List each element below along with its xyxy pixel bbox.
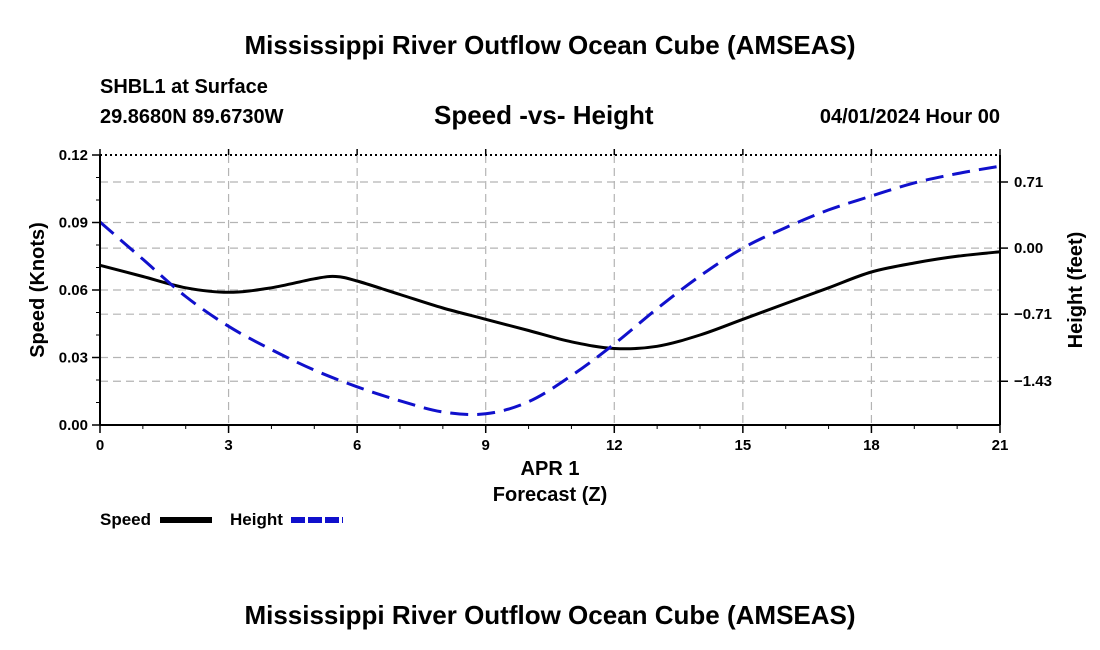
x-tick-label: 12 [606,437,623,454]
x-tick-label: 3 [224,437,232,454]
y-tick-label: 0.12 [59,147,88,164]
footer-title: Mississippi River Outflow Ocean Cube (AM… [244,600,856,630]
y-axis-title: Speed (Knots) [27,222,49,358]
main-title: Mississippi River Outflow Ocean Cube (AM… [244,30,856,60]
y2-tick-label: 0.00 [1014,240,1043,257]
axes-layer [92,149,1008,433]
x-tick-label: 0 [96,437,104,454]
legend-label-height: Height [230,510,283,529]
speed-series-line [99,250,1001,351]
y-tick-label: 0.03 [59,350,88,367]
x-tick-label: 18 [863,437,880,454]
y2-axis-title: Height (feet) [1065,232,1087,349]
labels-layer: 0 3 6 9 12 15 18 21 0.00 0.03 0.06 0.09 0.12 −1.43 −0.… [27,147,1087,506]
y-tick-label: 0.00 [59,417,88,434]
legend: Speed Height [100,510,343,529]
x-axis-title: Forecast (Z) [493,484,607,506]
station-label: SHBL1 at Surface [100,76,268,98]
height-series-line [99,164,1001,417]
station-coordinates: 29.8680N 89.6730W [100,106,284,128]
speed-height-chart: 0 3 6 9 12 15 18 21 0.00 0.03 0.06 0.09 0.12 −1.43 −0.… [27,147,1087,529]
y2-tick-label: −0.71 [1014,306,1052,323]
grid-layer [100,155,1000,425]
x-tick-label: 9 [482,437,490,454]
y2-tick-label: −1.43 [1014,373,1052,390]
y-tick-label: 0.06 [59,282,88,299]
legend-label-speed: Speed [100,510,151,529]
x-tick-label: 6 [353,437,361,454]
forecast-datetime: 04/01/2024 Hour 00 [819,106,1000,128]
chart-subtitle: Speed -vs- Height [434,100,654,130]
x-tick-label: 15 [735,437,752,454]
y-tick-label: 0.09 [59,215,88,232]
x-axis-date-label: APR 1 [521,458,580,480]
y2-tick-label: 0.71 [1014,174,1043,191]
series-layer [99,164,1001,417]
x-tick-label: 21 [992,437,1009,454]
